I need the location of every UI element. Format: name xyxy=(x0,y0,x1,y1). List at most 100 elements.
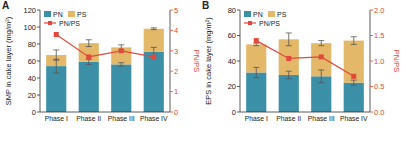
ratio-marker xyxy=(151,54,156,59)
ratio-marker xyxy=(119,48,124,53)
y2-tick xyxy=(170,112,173,113)
y-tick-label: 100 xyxy=(23,23,36,32)
error-cap xyxy=(318,40,324,41)
error-stem xyxy=(88,40,89,47)
error-stem xyxy=(256,67,257,77)
error-cap xyxy=(118,44,124,45)
y-tick xyxy=(237,86,240,87)
y2-tick xyxy=(370,61,373,62)
legend-label: PN/PS xyxy=(59,20,80,27)
error-bar xyxy=(151,28,157,30)
y-tick-label: 60 xyxy=(228,31,236,40)
error-bar xyxy=(86,59,92,64)
error-cap xyxy=(151,29,157,30)
error-cap xyxy=(286,78,292,79)
error-cap xyxy=(53,72,59,73)
y-tick-label: 60 xyxy=(28,57,36,66)
y2-tick-label: 5 xyxy=(174,6,178,15)
plot-area xyxy=(246,33,364,112)
y2-tick-label: 0.5 xyxy=(374,82,384,91)
error-bar xyxy=(351,80,357,85)
error-stem xyxy=(56,59,57,73)
legend-marker xyxy=(48,21,52,25)
y-tick-label: 80 xyxy=(28,40,36,49)
x-tick-label: Phase I xyxy=(245,115,268,122)
error-stem xyxy=(321,70,322,83)
bar-segment xyxy=(344,41,364,83)
ratio-line xyxy=(256,41,354,77)
ratio-marker xyxy=(86,54,91,59)
y2-tick-label: 0 xyxy=(174,108,178,117)
y-tick-label: 0 xyxy=(232,108,236,117)
error-bar xyxy=(86,40,92,47)
y2-axis-label: PN/PS xyxy=(192,50,201,73)
plot-area xyxy=(46,28,164,112)
bar-segment xyxy=(111,47,131,64)
y2-tick xyxy=(370,112,373,113)
bar-segment xyxy=(79,62,99,112)
y-axis-label: EPS in cake layer (mg/m²) xyxy=(204,17,213,105)
y-tick xyxy=(237,10,240,11)
error-bar xyxy=(351,37,357,45)
bar-segment xyxy=(279,75,299,112)
y2-axis-label: PN/PS xyxy=(392,50,401,73)
y-tick xyxy=(37,78,40,79)
bar-segment xyxy=(144,52,164,112)
error-stem xyxy=(288,33,289,46)
ratio-marker xyxy=(254,38,259,43)
error-bar xyxy=(53,50,59,60)
error-cap xyxy=(151,27,157,28)
legend-label: PN xyxy=(253,11,263,18)
y-tick xyxy=(37,95,40,96)
y2-tick-label: 1.5 xyxy=(374,31,384,40)
y2-axis xyxy=(170,10,171,112)
panel-title: A xyxy=(2,0,9,11)
bar-segment xyxy=(46,66,66,112)
error-bar xyxy=(53,59,59,73)
x-tick-label: Phase III xyxy=(308,115,335,122)
ratio-marker xyxy=(351,74,356,79)
y-tick xyxy=(237,61,240,62)
y2-tick-label: 2.0 xyxy=(374,6,384,15)
x-tick-label: Phase II xyxy=(76,115,101,122)
y-tick xyxy=(37,27,40,28)
legend-swatch xyxy=(68,11,75,17)
legend-swatch xyxy=(268,11,275,17)
y-tick-label: 20 xyxy=(28,91,36,100)
error-cap xyxy=(86,39,92,40)
error-cap xyxy=(118,66,124,67)
y-tick xyxy=(37,44,40,45)
y2-tick-label: 1.0 xyxy=(374,57,384,66)
error-stem xyxy=(288,71,289,79)
error-cap xyxy=(351,80,357,81)
error-bar xyxy=(318,41,324,46)
y2-tick-label: 1 xyxy=(174,87,178,96)
y2-tick-label: 0.0 xyxy=(374,108,384,117)
y2-tick xyxy=(170,10,173,11)
y2-tick xyxy=(170,71,173,72)
error-bar xyxy=(286,71,292,79)
y2-tick-label: 3 xyxy=(174,47,178,56)
error-cap xyxy=(53,60,59,61)
bar-segment xyxy=(111,64,131,112)
y-tick-label: 40 xyxy=(28,74,36,83)
x-axis xyxy=(240,112,370,113)
legend: PNPSPN/PS xyxy=(244,11,287,27)
error-cap xyxy=(86,46,92,47)
legend-label: PN xyxy=(53,11,63,18)
error-cap xyxy=(318,45,324,46)
error-cap xyxy=(318,69,324,70)
y2-tick xyxy=(170,30,173,31)
legend-label: PS xyxy=(77,11,87,18)
panel: B0204060800.00.51.01.52.0Phase IPhase II… xyxy=(202,0,401,122)
error-bar xyxy=(253,67,259,77)
error-stem xyxy=(321,41,322,46)
error-bar xyxy=(253,43,259,46)
bar-segment xyxy=(344,83,364,112)
error-stem xyxy=(353,80,354,85)
error-stem xyxy=(56,50,57,60)
y-tick xyxy=(237,35,240,36)
ratio-marker xyxy=(286,56,291,61)
y2-tick xyxy=(170,50,173,51)
y2-tick xyxy=(370,35,373,36)
